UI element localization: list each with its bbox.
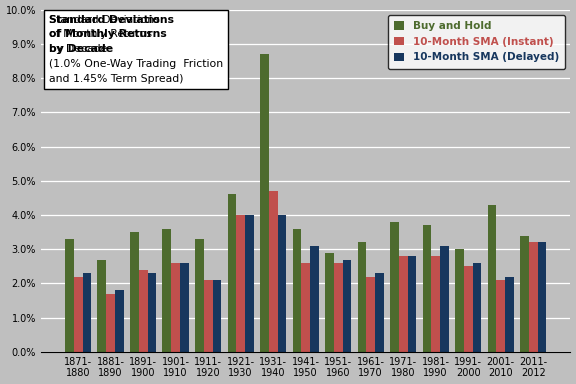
Bar — [464, 266, 472, 352]
Bar — [301, 263, 310, 352]
Bar — [171, 263, 180, 352]
Bar — [520, 235, 529, 352]
Bar — [310, 246, 319, 352]
Bar — [106, 294, 115, 352]
Text: Standard Deviations
of Monthly Returns
by Decade
(1.0% One-Way Trading  Friction: Standard Deviations of Monthly Returns b… — [49, 15, 223, 84]
Bar — [325, 253, 334, 352]
Bar — [455, 249, 464, 352]
Bar — [82, 273, 92, 352]
Bar — [195, 239, 204, 352]
Bar — [423, 225, 431, 352]
Bar — [162, 229, 171, 352]
Bar — [278, 215, 286, 352]
Bar — [213, 280, 221, 352]
Bar — [408, 256, 416, 352]
Bar — [245, 215, 254, 352]
Bar — [180, 263, 189, 352]
Bar — [472, 263, 482, 352]
Bar — [334, 263, 343, 352]
Bar — [269, 191, 278, 352]
Bar — [431, 256, 440, 352]
Bar — [505, 276, 514, 352]
Bar — [139, 270, 147, 352]
Bar — [537, 242, 547, 352]
Bar — [147, 273, 156, 352]
Bar — [440, 246, 449, 352]
Bar — [529, 242, 537, 352]
Bar — [228, 194, 236, 352]
Bar — [497, 280, 505, 352]
Bar — [115, 290, 124, 352]
Bar — [390, 222, 399, 352]
Bar — [65, 239, 74, 352]
Bar — [487, 205, 497, 352]
Bar — [204, 280, 213, 352]
Bar — [97, 260, 106, 352]
Text: Standard Deviations
of Monthly Returns
by Decade: Standard Deviations of Monthly Returns b… — [49, 15, 174, 54]
Bar — [366, 276, 375, 352]
Bar — [130, 232, 139, 352]
Bar — [74, 276, 82, 352]
Bar — [375, 273, 384, 352]
Bar — [260, 54, 269, 352]
Bar — [358, 242, 366, 352]
Bar — [236, 215, 245, 352]
Bar — [293, 229, 301, 352]
Legend: Buy and Hold, 10-Month SMA (Instant), 10-Month SMA (Delayed): Buy and Hold, 10-Month SMA (Instant), 10… — [388, 15, 565, 69]
Bar — [399, 256, 408, 352]
Bar — [343, 260, 351, 352]
